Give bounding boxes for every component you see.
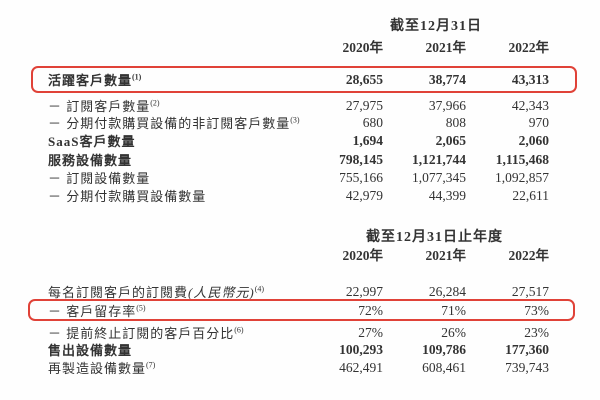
- row-label: － 提前終止訂閱的客戶百分比(6): [48, 325, 244, 341]
- row-label: SaaS客戶數量: [48, 134, 136, 149]
- cell-2020: 42,979: [345, 187, 383, 203]
- cell-2021: 109,786: [422, 341, 466, 357]
- row-saas-customers: SaaS客戶數量 1,694 2,065 2,060: [48, 132, 549, 150]
- row-label: － 訂閱設備數量: [48, 171, 151, 186]
- cell-2020: 28,655: [345, 71, 383, 87]
- row-label: 每名訂閱客戶的訂閱費(人民幣元)(4): [48, 284, 265, 300]
- row-customer-retention-rate: － 客戶留存率(5) 72% 71% 73%: [48, 302, 549, 320]
- period-header-table1: 截至12月31日: [390, 19, 482, 34]
- row-label: － 訂閱客戶數量(2): [48, 98, 160, 114]
- footnote-marker: (6): [234, 325, 244, 335]
- footnote-marker: (5): [136, 303, 146, 313]
- cell-2021: 808: [445, 114, 466, 130]
- cell-2020: 680: [362, 114, 383, 130]
- row-label: － 分期付款購買設備的非訂閱客戶數量(3): [48, 115, 300, 131]
- cell-2021: 26,284: [428, 283, 466, 299]
- row-label: － 客戶留存率(5): [48, 303, 146, 319]
- cell-2020: 100,293: [339, 341, 383, 357]
- cell-2022: 1,115,468: [495, 151, 549, 167]
- cell-2021: 37,966: [428, 97, 466, 113]
- cell-2022: 1,092,857: [495, 169, 549, 185]
- cell-2021: 2,065: [435, 132, 466, 148]
- row-remanufactured-equipment: 再製造設備數量(7) 462,491 608,461 739,743: [48, 359, 549, 377]
- cell-2020: 27,975: [345, 97, 383, 113]
- row-label-unit: (人民幣元): [188, 285, 255, 300]
- cell-2020: 1,694: [352, 132, 383, 148]
- year-column-2021: 2021年: [425, 247, 467, 263]
- row-subscription-fee-per-customer: 每名訂閱客戶的訂閱費(人民幣元)(4) 22,997 26,284 27,517: [48, 283, 549, 301]
- cell-2022: 22,611: [512, 187, 549, 203]
- cell-2021: 26%: [441, 324, 466, 340]
- cell-2022: 43,313: [511, 71, 549, 87]
- year-header-row-table1: 2020年 2021年 2022年: [48, 37, 550, 55]
- cell-2022: 177,360: [505, 341, 549, 357]
- row-early-termination-percentage: － 提前終止訂閱的客戶百分比(6) 27% 26% 23%: [48, 324, 549, 342]
- row-service-equipment: 服務設備數量 798,145 1,121,744 1,115,468: [48, 151, 549, 169]
- year-column-2020: 2020年: [342, 247, 384, 263]
- cell-2020: 462,491: [339, 359, 383, 375]
- row-active-customers: 活躍客戶數量(1) 28,655 38,774 43,313: [48, 71, 549, 89]
- cell-2022: 73%: [524, 302, 549, 318]
- cell-2021: 1,121,744: [412, 151, 466, 167]
- cell-2021: 608,461: [422, 359, 466, 375]
- cell-2020: 798,145: [339, 151, 383, 167]
- footnote-marker: (7): [146, 360, 156, 370]
- year-column-2022: 2022年: [508, 39, 550, 55]
- cell-2021: 1,077,345: [412, 169, 466, 185]
- year-column-2022: 2022年: [508, 247, 550, 263]
- row-label: 再製造設備數量(7): [48, 360, 156, 376]
- cell-2020: 72%: [358, 302, 383, 318]
- year-header-row-table2: 2020年 2021年 2022年: [48, 245, 550, 263]
- footnote-marker: (4): [254, 284, 265, 294]
- row-label: 服務設備數量: [48, 153, 133, 168]
- cell-2022: 739,743: [505, 359, 549, 375]
- footnote-marker: (3): [290, 115, 300, 125]
- cell-2021: 44,399: [428, 187, 466, 203]
- row-non-subscription-installment-customers: － 分期付款購買設備的非訂閱客戶數量(3) 680 808 970: [48, 114, 549, 132]
- cell-2021: 71%: [441, 302, 466, 318]
- footnote-marker: (2): [150, 98, 160, 108]
- period-header-table2: 截至12月31日止年度: [366, 230, 503, 245]
- row-label: － 分期付款購買設備數量: [48, 189, 207, 204]
- cell-2020: 22,997: [345, 283, 383, 299]
- cell-2022: 42,343: [511, 97, 549, 113]
- cell-2022: 970: [528, 114, 549, 130]
- row-label: 活躍客戶數量(1): [48, 72, 142, 88]
- cell-2020: 27%: [358, 324, 383, 340]
- row-label: 售出設備數量: [48, 343, 133, 358]
- cell-2020: 755,166: [339, 169, 383, 185]
- row-installment-purchase-equipment: － 分期付款購買設備數量 42,979 44,399 22,611: [48, 187, 549, 205]
- row-equipment-sold: 售出設備數量 100,293 109,786 177,360: [48, 341, 549, 359]
- year-column-2021: 2021年: [425, 39, 467, 55]
- cell-2022: 23%: [524, 324, 549, 340]
- footnote-marker: (1): [132, 72, 142, 82]
- cell-2022: 27,517: [511, 283, 549, 299]
- cell-2022: 2,060: [518, 132, 549, 148]
- row-subscription-customers: － 訂閱客戶數量(2) 27,975 37,966 42,343: [48, 97, 549, 115]
- cell-2021: 38,774: [428, 71, 466, 87]
- year-column-2020: 2020年: [342, 39, 384, 55]
- row-subscription-equipment: － 訂閱設備數量 755,166 1,077,345 1,092,857: [48, 169, 549, 187]
